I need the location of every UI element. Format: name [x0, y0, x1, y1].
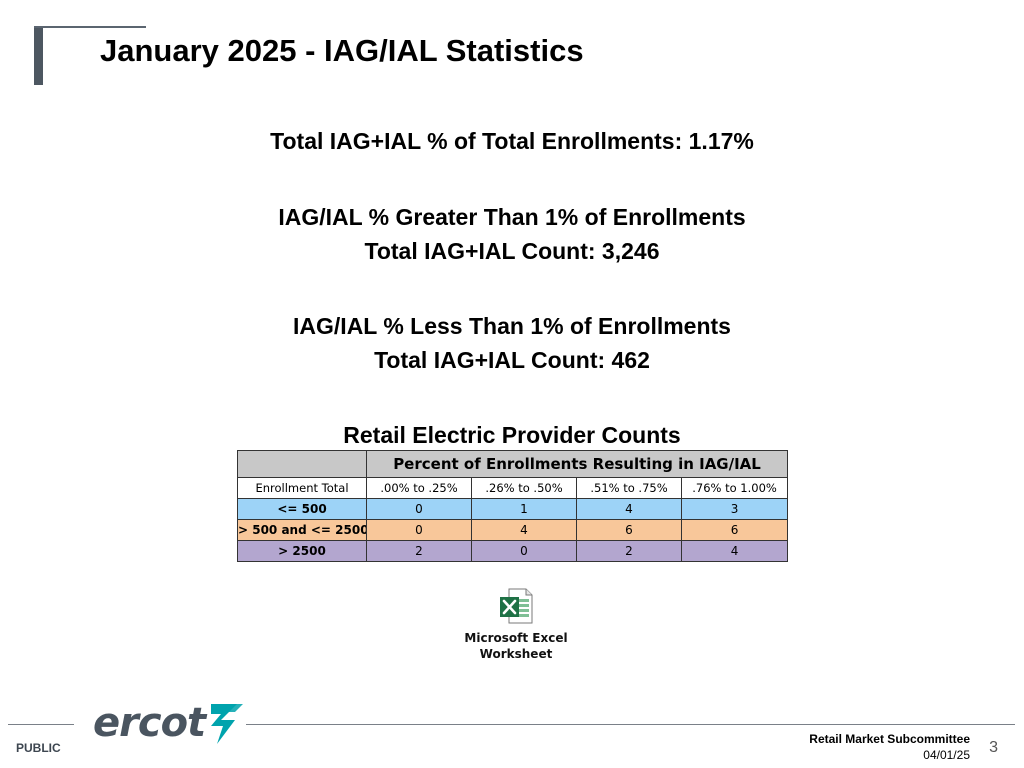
- table-cell: 4: [680, 540, 789, 562]
- table-header-row: Percent of Enrollments Resulting in IAG/…: [237, 450, 789, 478]
- row-label: > 500 and <= 2500: [237, 519, 367, 541]
- total-pct-stat: Total IAG+IAL % of Total Enrollments: 1.…: [270, 128, 754, 154]
- column-header: .00% to .25%: [366, 477, 472, 499]
- table-cell: 0: [366, 498, 472, 520]
- row-label: <= 500: [237, 498, 367, 520]
- column-header: .26% to .50%: [471, 477, 577, 499]
- table-cell: 1: [471, 498, 577, 520]
- less-heading: IAG/IAL % Less Than 1% of Enrollments: [293, 313, 731, 339]
- table-cell: 2: [366, 540, 472, 562]
- column-header: .76% to 1.00%: [680, 477, 789, 499]
- excel-icon[interactable]: [499, 588, 533, 624]
- meeting-date: 04/01/25: [923, 748, 970, 762]
- title-bracket-top: [34, 26, 146, 28]
- rep-counts-table: Percent of Enrollments Resulting in IAG/…: [237, 450, 789, 562]
- table-column-header-row: Enrollment Total .00% to .25% .26% to .5…: [237, 477, 789, 499]
- ercot-lightning-icon: [211, 704, 244, 744]
- table-cell: 3: [680, 498, 789, 520]
- table-cell: 6: [680, 519, 789, 541]
- table-cell: 0: [366, 519, 472, 541]
- title-bracket-side: [34, 28, 43, 85]
- table-corner-cell: [237, 450, 367, 478]
- row-header-label: Enrollment Total: [237, 477, 367, 499]
- span-header: Percent of Enrollments Resulting in IAG/…: [365, 450, 789, 478]
- table-cell: 4: [576, 498, 682, 520]
- page-number: 3: [989, 739, 998, 756]
- classification-label: PUBLIC: [16, 741, 61, 755]
- row-label: > 2500: [237, 540, 367, 562]
- greater-heading: IAG/IAL % Greater Than 1% of Enrollments: [278, 204, 746, 230]
- footer-divider-left: [8, 724, 74, 725]
- less-count: Total IAG+IAL Count: 462: [374, 347, 650, 373]
- slide-title: January 2025 - IAG/IAL Statistics: [100, 33, 584, 68]
- committee-name: Retail Market Subcommittee: [809, 732, 970, 746]
- footer-divider-right: [246, 724, 1015, 725]
- table-row: > 2500 2 0 2 4: [237, 540, 789, 562]
- table-cell: 4: [471, 519, 577, 541]
- greater-count: Total IAG+IAL Count: 3,246: [364, 238, 660, 264]
- logo-wordmark: ercot: [93, 700, 206, 746]
- excel-attachment[interactable]: Microsoft Excel Worksheet: [456, 588, 576, 662]
- table-cell: 6: [576, 519, 682, 541]
- table-row: <= 500 0 1 4 3: [237, 498, 789, 520]
- excel-label-line1: Microsoft Excel: [464, 631, 568, 645]
- rep-table-title: Retail Electric Provider Counts: [343, 422, 681, 448]
- column-header: .51% to .75%: [576, 477, 682, 499]
- excel-label-line2: Worksheet: [479, 647, 553, 661]
- table-cell: 2: [576, 540, 682, 562]
- table-row: > 500 and <= 2500 0 4 6 6: [237, 519, 789, 541]
- table-cell: 0: [471, 540, 577, 562]
- ercot-logo: ercot: [93, 698, 245, 748]
